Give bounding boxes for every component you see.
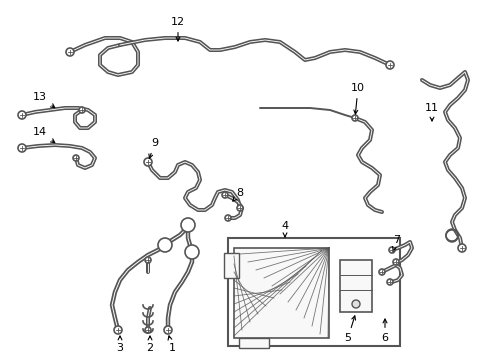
Circle shape bbox=[378, 269, 384, 275]
Circle shape bbox=[457, 244, 465, 252]
Text: 14: 14 bbox=[33, 127, 55, 143]
Circle shape bbox=[386, 279, 392, 285]
Bar bbox=[339, 260, 371, 312]
Circle shape bbox=[145, 257, 151, 263]
Circle shape bbox=[224, 215, 230, 221]
Circle shape bbox=[392, 259, 398, 265]
Text: 3: 3 bbox=[116, 336, 123, 353]
Circle shape bbox=[18, 144, 26, 152]
Text: 10: 10 bbox=[350, 83, 364, 114]
Circle shape bbox=[145, 327, 151, 333]
Circle shape bbox=[351, 300, 359, 308]
Circle shape bbox=[158, 238, 172, 252]
Text: 6: 6 bbox=[381, 319, 387, 343]
Text: 9: 9 bbox=[149, 138, 158, 158]
Text: 2: 2 bbox=[146, 336, 153, 353]
Circle shape bbox=[222, 192, 227, 198]
Circle shape bbox=[73, 155, 79, 161]
Bar bbox=[224, 253, 239, 278]
Circle shape bbox=[163, 326, 172, 334]
Circle shape bbox=[114, 326, 122, 334]
Text: 4: 4 bbox=[281, 221, 288, 237]
Circle shape bbox=[385, 61, 393, 69]
Text: 11: 11 bbox=[424, 103, 438, 121]
Circle shape bbox=[66, 48, 74, 56]
Text: 5: 5 bbox=[344, 316, 355, 343]
Bar bbox=[234, 248, 328, 338]
Circle shape bbox=[237, 205, 243, 211]
Text: 8: 8 bbox=[232, 188, 243, 201]
Circle shape bbox=[351, 115, 357, 121]
Text: 12: 12 bbox=[171, 17, 184, 41]
Bar bbox=[227, 238, 399, 346]
Circle shape bbox=[79, 107, 85, 113]
Circle shape bbox=[18, 111, 26, 119]
Text: 1: 1 bbox=[168, 336, 175, 353]
Text: 13: 13 bbox=[33, 92, 55, 108]
Circle shape bbox=[184, 245, 199, 259]
Circle shape bbox=[143, 158, 152, 166]
Bar bbox=[239, 338, 268, 348]
Circle shape bbox=[181, 218, 195, 232]
Circle shape bbox=[388, 247, 394, 253]
Text: 7: 7 bbox=[392, 235, 399, 251]
